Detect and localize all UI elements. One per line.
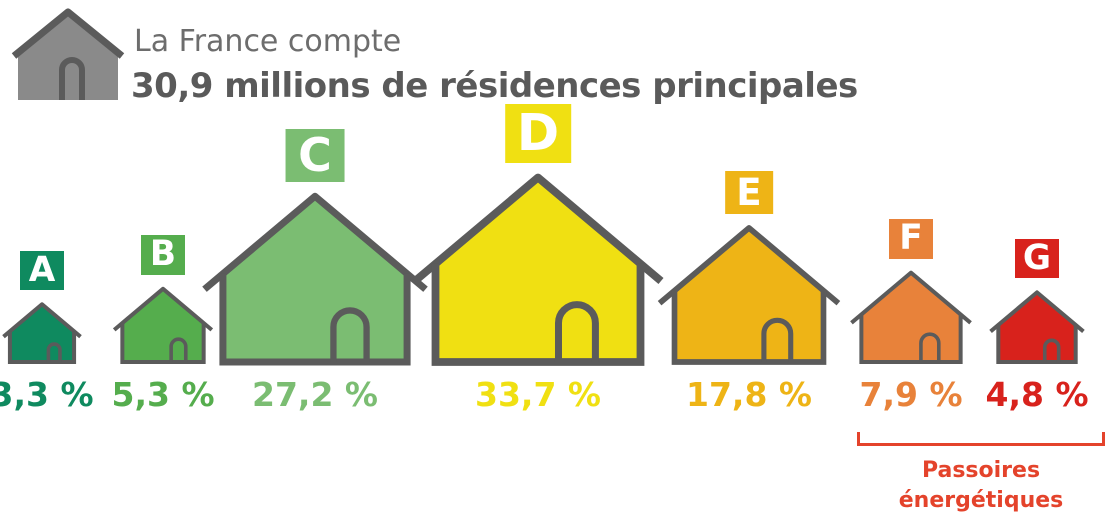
category-label-g: G bbox=[1015, 238, 1059, 279]
page-title: 30,9 millions de résidences principales bbox=[131, 66, 858, 106]
value-label-c: 27,2 % bbox=[252, 375, 378, 414]
house-bar-f bbox=[850, 270, 972, 364]
house-bar-e bbox=[657, 225, 841, 365]
house-bar-c bbox=[202, 192, 428, 366]
house-bar-b bbox=[112, 286, 214, 364]
value-label-b: 5,3 % bbox=[111, 375, 215, 414]
category-label-b: B bbox=[141, 235, 185, 275]
category-label-d: D bbox=[505, 104, 571, 164]
category-label-c: C bbox=[285, 129, 345, 183]
house-bar-g bbox=[989, 290, 1085, 364]
subtitle: La France compte bbox=[134, 24, 402, 59]
value-label-g: 4,8 % bbox=[985, 375, 1089, 414]
value-label-e: 17,8 % bbox=[686, 375, 812, 414]
passoires-label: Passoires énergétiques bbox=[899, 456, 1064, 516]
value-label-f: 7,9 % bbox=[859, 375, 963, 414]
passoires-label-line1: Passoires bbox=[921, 458, 1041, 483]
house-icon bbox=[11, 8, 125, 100]
category-label-a: A bbox=[20, 250, 64, 291]
house-bar-a bbox=[2, 302, 82, 364]
value-label-a: 3,3 % bbox=[0, 375, 94, 414]
passoires-label-line2: énergétiques bbox=[898, 488, 1064, 513]
value-label-d: 33,7 % bbox=[475, 375, 601, 414]
category-label-e: E bbox=[725, 171, 773, 214]
bracket-passoires bbox=[857, 432, 1105, 446]
category-label-f: F bbox=[889, 218, 933, 259]
house-bar-d bbox=[412, 173, 664, 366]
